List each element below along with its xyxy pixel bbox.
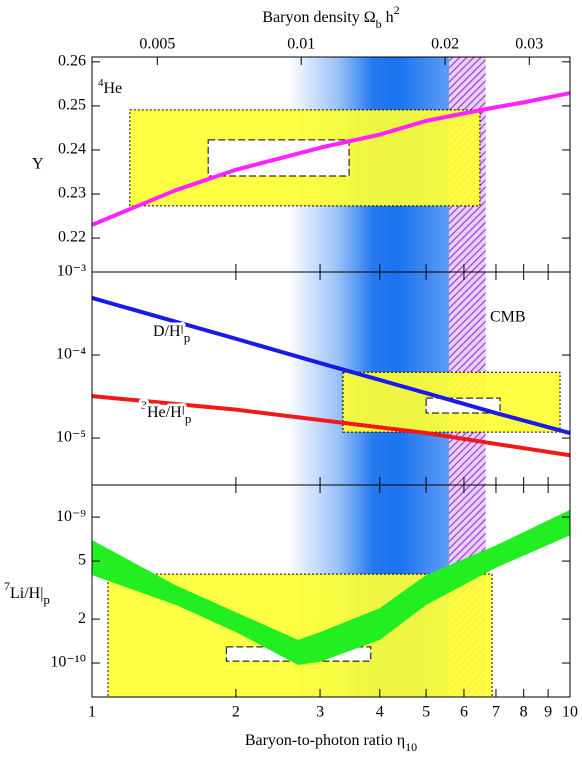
cmb-label: CMB (490, 309, 526, 326)
x-axis-label: Baryon-to-photon ratio η10 (245, 732, 417, 754)
x2-tick-label: 0.03 (515, 36, 543, 53)
panel-frame (91, 484, 571, 698)
x2-tick-label: 0.01 (287, 36, 315, 53)
x-tick-label: 4 (376, 704, 384, 721)
y-tick-label: 0.24 (58, 141, 86, 158)
curve (92, 91, 570, 227)
x-tick-label: 7 (492, 704, 500, 721)
panel (92, 272, 570, 485)
x-tick-label: 1 (88, 704, 96, 721)
x2-tick-label: 0.02 (431, 36, 459, 53)
x2-tick-label: 0.005 (139, 36, 175, 53)
y-tick-label: 10⁻⁵ (56, 429, 86, 446)
band (92, 509, 570, 665)
x-tick-label: 8 (520, 704, 528, 721)
y-tick-label: 5 (78, 552, 86, 569)
y-tick-label: 10⁻³ (57, 263, 86, 280)
y-tick-label: 0.23 (58, 185, 86, 202)
x-tick-label: 5 (422, 704, 430, 721)
curve (92, 296, 570, 435)
x-tick-label: 10 (562, 704, 578, 721)
y-tick-label: 10⁻⁴ (56, 346, 86, 363)
curve (92, 394, 570, 458)
y-tick-label: 2 (78, 610, 86, 627)
x-tick-label: 2 (232, 704, 240, 721)
y-tick-label: 10⁻¹⁰ (50, 654, 86, 671)
y-tick-label: 0.25 (58, 97, 86, 114)
y-tick-label: 0.22 (58, 229, 86, 246)
panel (92, 485, 570, 697)
y-tick-label: 0.26 (58, 53, 86, 70)
x-tick-label: 6 (460, 704, 468, 721)
x-tick-label: 9 (544, 704, 552, 721)
x-tick-label: 3 (316, 704, 324, 721)
x2-axis-label: Baryon density Ωb h2 (262, 3, 399, 31)
panel (92, 57, 570, 272)
y-tick-label: 10⁻⁹ (56, 508, 86, 525)
